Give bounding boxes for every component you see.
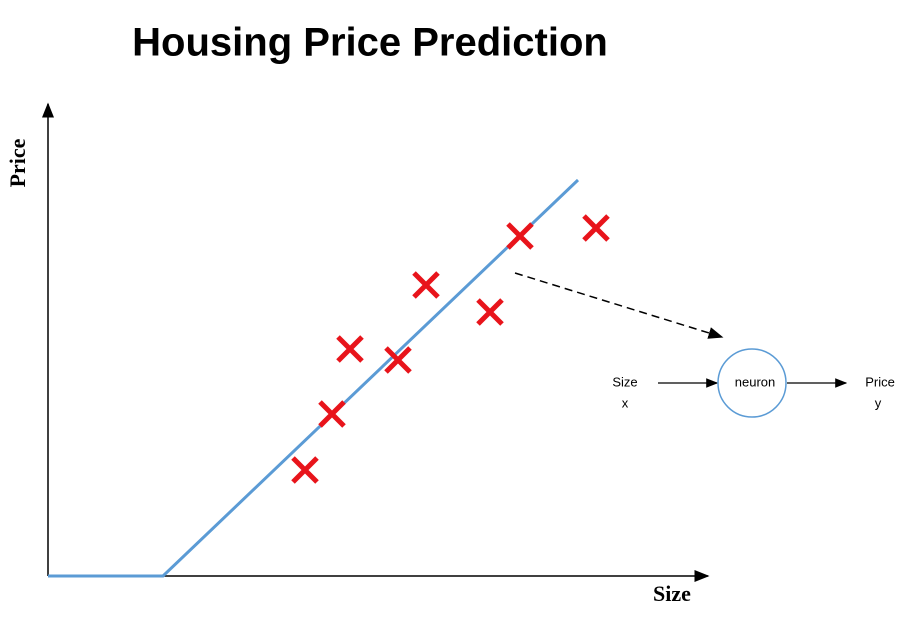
point (291, 456, 319, 484)
input-label: Size (612, 374, 637, 389)
point (506, 222, 534, 250)
fit-line (48, 178, 580, 578)
input-symbol: x (622, 395, 629, 410)
point (318, 400, 346, 428)
point (476, 298, 504, 326)
point (582, 214, 610, 242)
neuron-label: neuron (735, 374, 775, 389)
point (384, 346, 412, 374)
dashed-arrow (514, 272, 724, 339)
x-axis-label: Size (653, 581, 691, 606)
output-symbol: y (875, 395, 882, 410)
y-axis-label: Price (5, 138, 30, 187)
point (412, 271, 440, 299)
neuron-node (717, 348, 787, 418)
output-label: Price (865, 374, 895, 389)
data-points (291, 214, 610, 484)
title: Housing Price Prediction (132, 21, 608, 65)
point (336, 335, 364, 363)
